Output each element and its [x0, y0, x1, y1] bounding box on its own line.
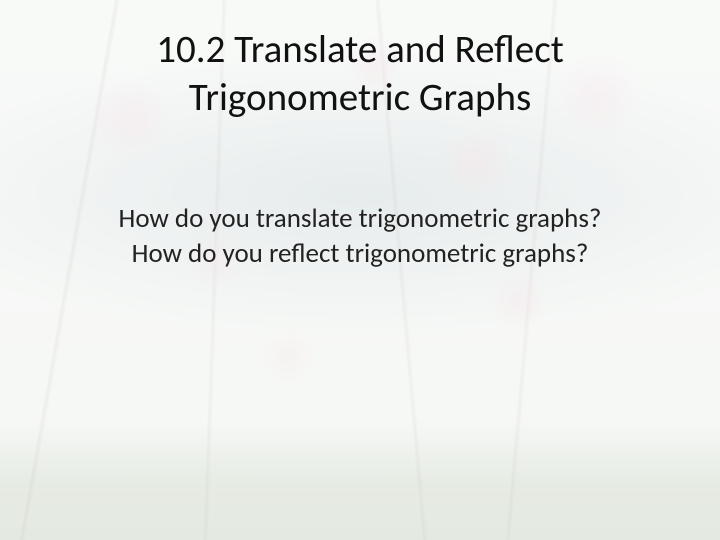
slide-subtitle-block: How do you translate trigonometric graph…: [0, 202, 720, 271]
subtitle-line-1: How do you translate trigonometric graph…: [0, 202, 720, 237]
slide-title: 10.2 Translate and Reflect Trigonometric…: [0, 26, 720, 121]
title-line-1: 10.2 Translate and Reflect: [156, 26, 564, 73]
slide: 10.2 Translate and Reflect Trigonometric…: [0, 0, 720, 540]
subtitle-line-2: How do you reflect trigonometric graphs?: [0, 237, 720, 272]
title-line-2: Trigonometric Graphs: [189, 74, 531, 121]
slide-content: 10.2 Translate and Reflect Trigonometric…: [0, 0, 720, 540]
